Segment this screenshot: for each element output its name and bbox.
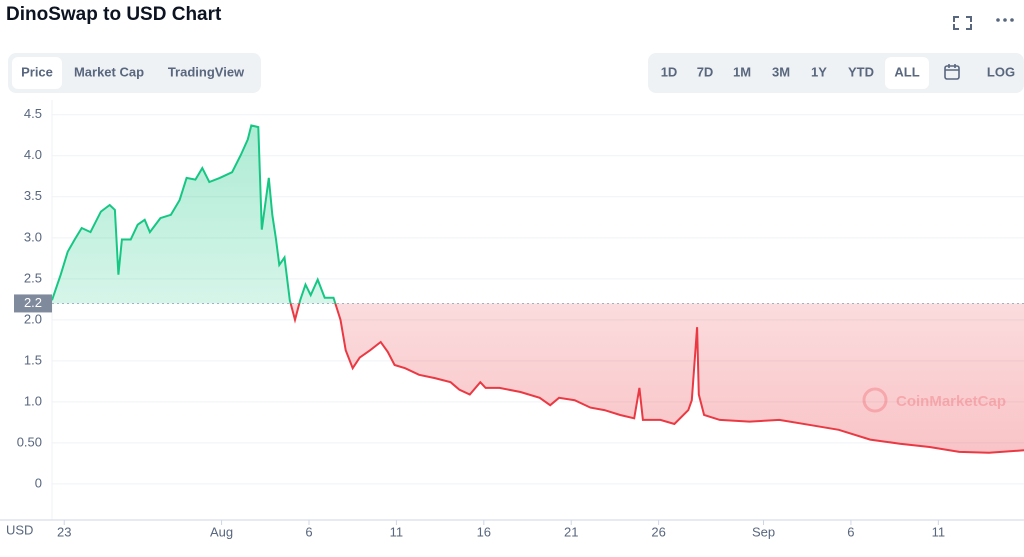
area-down [52, 303, 1024, 453]
reference-label: 2.2 [24, 295, 42, 310]
y-tick-label: 3.5 [24, 188, 42, 203]
y-tick-label: 2.0 [24, 311, 42, 326]
x-tick-label: 23 [57, 524, 71, 539]
range-button[interactable]: 1M [733, 64, 751, 79]
y-tick-label: 3.0 [24, 229, 42, 244]
price-line-up [52, 124, 337, 304]
page-title: DinoSwap to USD Chart [6, 4, 222, 25]
y-tick-label: 1.5 [24, 352, 42, 367]
x-tick-label: 6 [847, 524, 854, 539]
active-tab-bg [12, 57, 62, 89]
range-group [648, 53, 1024, 93]
fullscreen-icon[interactable] [953, 16, 972, 30]
x-tick-label: 11 [390, 524, 404, 539]
more-icon[interactable] [996, 18, 1014, 22]
range-button[interactable]: 1D [661, 64, 678, 79]
x-tick-label: 21 [564, 524, 578, 539]
log-button[interactable]: LOG [987, 64, 1015, 79]
x-tick-label: Sep [752, 524, 775, 539]
y-tick-label: 4.0 [24, 147, 42, 162]
x-tick-label: 6 [305, 524, 312, 539]
y-tick-label: 2.5 [24, 270, 42, 285]
y-tick-label: 0 [35, 475, 42, 490]
y-tick-label: 0.50 [17, 434, 42, 449]
tab-button[interactable]: Price [21, 64, 53, 79]
y-axis-label: USD [6, 522, 33, 537]
tab-button[interactable]: Market Cap [74, 64, 144, 79]
range-button[interactable]: YTD [848, 64, 874, 79]
range-button[interactable]: ALL [894, 64, 919, 79]
area-up [52, 125, 336, 304]
x-tick-label: Aug [210, 524, 233, 539]
price-line-down [289, 303, 1024, 454]
range-button[interactable]: 7D [697, 64, 714, 79]
reference-label-bg [14, 294, 52, 313]
x-tick-label: 26 [651, 524, 665, 539]
range-button[interactable]: 3M [772, 64, 790, 79]
range-button[interactable]: 1Y [811, 64, 827, 79]
active-range-bg [885, 57, 929, 89]
x-axis-band [0, 520, 1024, 552]
tab-group [8, 53, 261, 93]
y-tick-label: 4.5 [24, 106, 42, 121]
y-tick-label: 1.0 [24, 393, 42, 408]
tab-button[interactable]: TradingView [168, 64, 245, 79]
calendar-icon[interactable] [944, 64, 960, 80]
x-tick-label: 16 [477, 524, 491, 539]
x-tick-label: 11 [932, 524, 946, 539]
